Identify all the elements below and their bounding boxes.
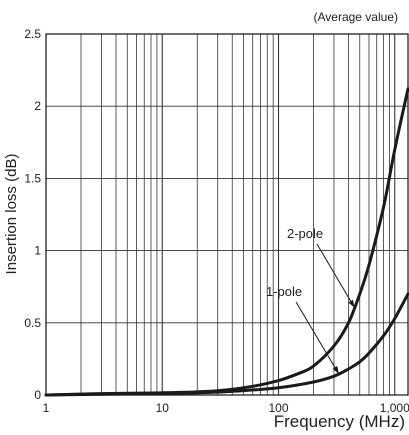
plot-frame <box>45 33 409 396</box>
x-tick-label: 1 <box>43 401 50 415</box>
annotation-label-2-pole: 2-pole <box>287 226 323 241</box>
series-line-1-pole <box>44 292 409 397</box>
annotation-label-1-pole: 1-pole <box>266 284 302 299</box>
y-tick-label: 1.5 <box>24 171 41 185</box>
chart-note: (Average value) <box>314 10 399 24</box>
annotation-leader <box>295 301 340 375</box>
series-lines <box>44 87 409 397</box>
y-tick-label: 2 <box>34 99 41 113</box>
y-tick-label: 0 <box>34 388 41 402</box>
y-tick-label: 1 <box>34 244 41 258</box>
grid <box>46 34 408 395</box>
x-axis-label: Frequency (MHz) <box>274 412 405 431</box>
x-tick-label: 100 <box>268 401 288 415</box>
series-annotations: 2-pole 1-pole <box>266 226 355 375</box>
y-tick-labels: 0 0.5 1 1.5 2 2.5 <box>24 27 41 402</box>
y-tick-label: 2.5 <box>24 27 41 41</box>
y-axis-label: Insertion loss (dB) <box>3 154 20 275</box>
y-tick-label: 0.5 <box>24 316 41 330</box>
annotation-leader <box>316 243 355 308</box>
annotation-arrowhead <box>348 299 355 308</box>
series-line-2-pole <box>44 87 409 397</box>
x-tick-label: 10 <box>156 401 170 415</box>
annotation-arrowhead <box>332 365 339 374</box>
x-tick-label: 1,000 <box>380 401 409 415</box>
x-tick-labels: 1 10 100 1,000 <box>43 401 409 415</box>
